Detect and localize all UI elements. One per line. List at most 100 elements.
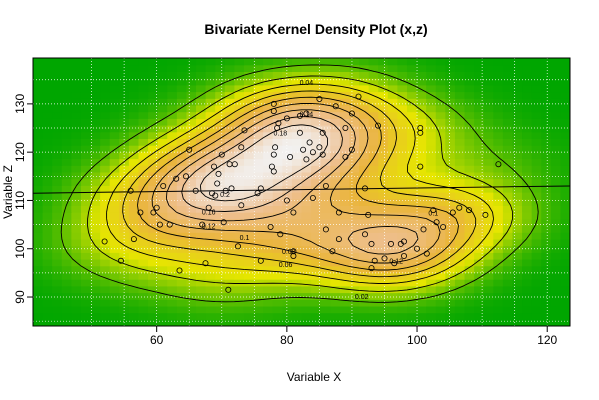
heat-cell xyxy=(531,265,542,273)
heat-cell xyxy=(186,125,197,133)
heat-cell xyxy=(541,125,552,133)
heat-cell xyxy=(90,299,101,307)
heat-cell xyxy=(186,91,197,99)
heat-cell xyxy=(243,312,255,320)
heat-cell xyxy=(196,58,207,66)
heat-cell xyxy=(291,272,303,280)
heat-cell xyxy=(301,118,312,126)
data-point xyxy=(137,209,144,216)
heat-cell xyxy=(215,225,226,233)
heat-cell xyxy=(493,259,504,267)
x-tick-label: 120 xyxy=(537,333,557,347)
data-point xyxy=(391,260,398,267)
heat-cell xyxy=(128,192,140,200)
heat-cell xyxy=(339,252,351,260)
heat-cell xyxy=(416,111,427,119)
heat-cell xyxy=(311,118,322,126)
heat-cell xyxy=(167,192,178,200)
heat-cell xyxy=(301,299,312,307)
heat-cell xyxy=(42,64,53,72)
heat-cell xyxy=(148,225,159,233)
heat-cell xyxy=(464,145,475,153)
heat-cell xyxy=(330,145,341,153)
heat-cell xyxy=(531,71,542,79)
heat-cell xyxy=(42,212,53,220)
heat-cell xyxy=(138,158,149,166)
heat-cell xyxy=(550,151,562,160)
heat-cell xyxy=(426,192,437,200)
data-point xyxy=(283,197,290,204)
heat-cell xyxy=(378,131,389,139)
heat-cell xyxy=(167,138,178,146)
heat-cell xyxy=(330,58,341,66)
heat-cell xyxy=(138,319,149,326)
heat-cell xyxy=(454,151,466,160)
heat-cell xyxy=(148,198,159,206)
heat-cell xyxy=(522,185,533,193)
heat-cell xyxy=(387,71,398,79)
heat-cell xyxy=(454,131,466,139)
heat-cell xyxy=(33,111,44,119)
heat-cell xyxy=(234,71,245,79)
heat-cell xyxy=(474,265,485,273)
heat-cell xyxy=(71,145,82,153)
x-tick-label: 60 xyxy=(150,333,164,347)
heat-cell xyxy=(445,185,456,193)
heat-cell xyxy=(224,145,235,153)
heat-cell xyxy=(52,138,63,146)
heat-cell xyxy=(387,205,398,213)
heat-cell xyxy=(454,125,466,133)
heat-cell xyxy=(464,158,475,166)
heat-cell xyxy=(311,192,322,200)
heat-cell xyxy=(196,272,207,280)
heat-cell xyxy=(406,198,418,206)
heat-cell xyxy=(464,232,475,240)
heat-cell xyxy=(330,98,341,106)
heat-cell xyxy=(387,165,398,173)
heat-cell xyxy=(416,185,427,193)
heat-cell xyxy=(138,185,149,193)
heat-cell xyxy=(263,192,274,200)
heat-cell xyxy=(42,118,53,126)
heat-cell xyxy=(157,71,168,79)
heat-cell xyxy=(61,272,72,280)
heat-cell xyxy=(464,71,475,79)
heat-cell xyxy=(483,252,494,260)
heat-cell xyxy=(167,185,178,193)
heat-cell xyxy=(483,125,494,133)
y-axis-label: Variable Z xyxy=(1,165,15,219)
heat-cell xyxy=(33,165,44,173)
heat-cell xyxy=(454,171,466,180)
heat-cell xyxy=(531,145,542,153)
heat-cell xyxy=(339,111,351,119)
heat-cell xyxy=(109,238,120,247)
heat-cell xyxy=(109,272,120,280)
heat-cell xyxy=(445,125,456,133)
heat-cell xyxy=(368,312,379,320)
heat-cell xyxy=(493,319,504,326)
data-point xyxy=(130,236,137,243)
heat-cell xyxy=(52,151,63,160)
heat-cell xyxy=(387,64,398,72)
heat-cell xyxy=(205,131,216,139)
heat-cell xyxy=(330,225,341,233)
heat-cell xyxy=(100,198,111,206)
heat-cell xyxy=(416,104,427,113)
heat-cell xyxy=(109,125,120,133)
heat-cell xyxy=(397,118,408,126)
heat-cell xyxy=(531,279,542,287)
heat-cell xyxy=(90,125,101,133)
heat-cell xyxy=(493,178,504,186)
heat-cell xyxy=(435,118,446,126)
data-point xyxy=(277,231,284,238)
heat-cell xyxy=(464,192,475,200)
heat-cell xyxy=(493,145,504,153)
heat-cell xyxy=(339,64,351,72)
heat-cell xyxy=(464,198,475,206)
heat-cell xyxy=(243,319,255,326)
contour-line xyxy=(60,64,539,303)
heat-cell xyxy=(272,91,283,99)
heat-cell xyxy=(541,84,552,93)
heat-cell xyxy=(339,259,351,267)
heat-cell xyxy=(359,245,370,253)
